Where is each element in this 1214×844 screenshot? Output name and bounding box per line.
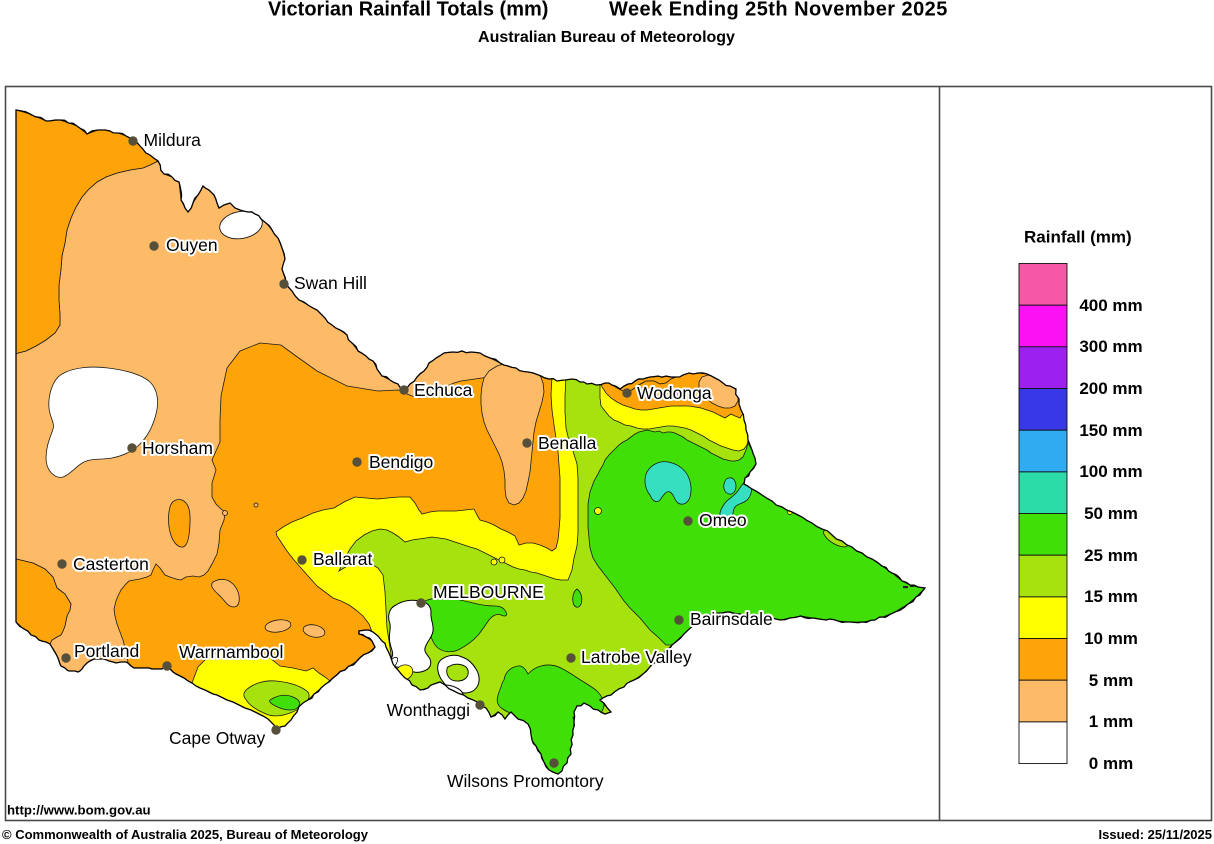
svg-text:Omeo: Omeo bbox=[699, 510, 747, 530]
svg-text:10 mm: 10 mm bbox=[1084, 629, 1138, 648]
svg-text:Benalla: Benalla bbox=[538, 433, 597, 453]
svg-text:1 mm: 1 mm bbox=[1089, 712, 1133, 731]
svg-text:100 mm: 100 mm bbox=[1079, 462, 1142, 481]
svg-text:Australian Bureau of Meteorolo: Australian Bureau of Meteorology bbox=[478, 29, 735, 46]
svg-text:© Commonwealth of Australia 20: © Commonwealth of Australia 2025, Bureau… bbox=[2, 827, 369, 842]
svg-text:5 mm: 5 mm bbox=[1089, 671, 1133, 690]
svg-text:Echuca: Echuca bbox=[414, 380, 473, 400]
svg-text:Ballarat: Ballarat bbox=[313, 549, 372, 569]
svg-text:0 mm: 0 mm bbox=[1089, 754, 1133, 773]
svg-text:Bairnsdale: Bairnsdale bbox=[690, 609, 773, 629]
svg-text:400 mm: 400 mm bbox=[1079, 296, 1142, 315]
svg-text:Bendigo: Bendigo bbox=[369, 452, 433, 472]
svg-text:Wodonga: Wodonga bbox=[637, 383, 712, 403]
svg-text:Horsham: Horsham bbox=[142, 438, 213, 458]
svg-text:Portland: Portland bbox=[74, 641, 139, 661]
svg-text:Ouyen: Ouyen bbox=[166, 235, 218, 255]
svg-text:15 mm: 15 mm bbox=[1084, 587, 1138, 606]
svg-text:Swan Hill: Swan Hill bbox=[294, 273, 367, 293]
svg-text:25 mm: 25 mm bbox=[1084, 546, 1138, 565]
svg-text:200 mm: 200 mm bbox=[1079, 379, 1142, 398]
svg-text:150 mm: 150 mm bbox=[1079, 421, 1142, 440]
svg-text:Issued: 25/11/2025: Issued: 25/11/2025 bbox=[1099, 827, 1212, 842]
svg-text:Week Ending 25th November 2025: Week Ending 25th November 2025 bbox=[609, 0, 948, 21]
svg-text:Cape Otway: Cape Otway bbox=[169, 728, 266, 748]
svg-text:http://www.bom.gov.au: http://www.bom.gov.au bbox=[7, 803, 151, 818]
svg-text:Wonthaggi: Wonthaggi bbox=[387, 700, 470, 720]
svg-text:300 mm: 300 mm bbox=[1079, 337, 1142, 356]
svg-text:Mildura: Mildura bbox=[144, 130, 202, 150]
svg-text:MELBOURNE: MELBOURNE bbox=[433, 582, 544, 602]
svg-text:Casterton: Casterton bbox=[73, 554, 149, 574]
svg-text:Warrnambool: Warrnambool bbox=[179, 642, 283, 662]
svg-text:Wilsons Promontory: Wilsons Promontory bbox=[447, 771, 604, 791]
svg-text:Victorian Rainfall Totals (mm): Victorian Rainfall Totals (mm) bbox=[268, 0, 548, 21]
svg-text:50 mm: 50 mm bbox=[1084, 504, 1138, 523]
svg-text:Rainfall (mm): Rainfall (mm) bbox=[1024, 228, 1132, 247]
svg-text:Latrobe Valley: Latrobe Valley bbox=[581, 647, 692, 667]
